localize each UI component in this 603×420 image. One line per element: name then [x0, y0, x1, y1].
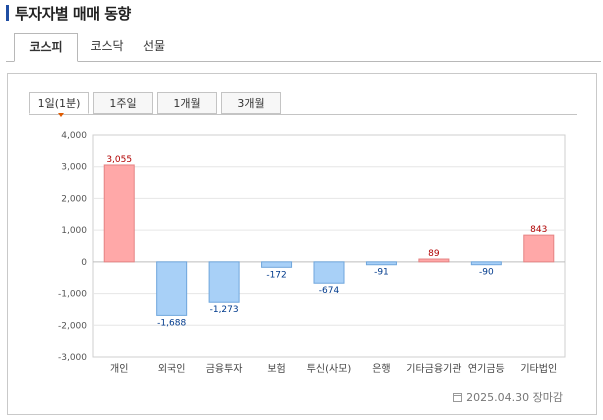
- bar-3: [261, 261, 293, 268]
- active-tab-caret-icon: [58, 113, 64, 117]
- x-tick-label-6: 기타금융기관: [406, 363, 461, 375]
- market-tabs: 코스피 코스닥 선물: [6, 33, 601, 62]
- bar-5: [365, 261, 397, 266]
- x-tick-label-1: 외국인: [158, 363, 186, 375]
- data-label-8: 843: [530, 225, 547, 235]
- tab-futures[interactable]: 선물: [142, 39, 166, 53]
- x-tick-label-7: 연기금등: [468, 363, 505, 375]
- bar-1: [156, 261, 188, 316]
- market-close-date: 2025.04.30 장마감: [466, 391, 563, 404]
- data-label-1: -1,688: [157, 318, 186, 328]
- x-tick-label-4: 투신(사모): [307, 363, 352, 375]
- x-tick-label-2: 금융투자: [206, 363, 243, 375]
- data-label-3: -172: [266, 270, 286, 280]
- period-tab-3month[interactable]: 3개월: [221, 92, 281, 114]
- page-title-bar: 투자자별 매매 동향: [6, 2, 131, 24]
- data-label-5: -91: [374, 268, 389, 278]
- y-tick-label: 3,000: [61, 163, 87, 173]
- y-tick-label: -1,000: [58, 290, 87, 300]
- y-tick-label: -3,000: [58, 353, 87, 363]
- bar-8: [523, 234, 555, 263]
- bar-7: [470, 261, 502, 266]
- data-label-2: -1,273: [210, 305, 239, 315]
- calendar-icon: [453, 392, 463, 402]
- period-tab-baseline: [29, 114, 577, 115]
- y-tick-label: 0: [81, 258, 87, 268]
- footer-status: 2025.04.30 장마감: [453, 389, 563, 405]
- plot-area: [92, 134, 566, 358]
- period-tab-1week[interactable]: 1주일: [93, 92, 153, 114]
- data-label-7: -90: [479, 268, 494, 278]
- tab-kosdaq[interactable]: 코스닥: [90, 39, 124, 53]
- x-tick-label-3: 보험: [267, 363, 285, 375]
- tab-kospi[interactable]: 코스피: [14, 33, 78, 62]
- bar-4: [313, 261, 345, 284]
- x-tick-label-8: 기타법인: [520, 363, 557, 375]
- bar-6: [418, 258, 450, 263]
- bar-2: [208, 261, 240, 303]
- y-tick-label: 2,000: [61, 194, 87, 204]
- y-tick-label: 4,000: [61, 131, 87, 141]
- data-label-6: 89: [428, 249, 440, 259]
- y-tick-label: -2,000: [58, 321, 87, 331]
- title-accent-bar: [6, 5, 9, 21]
- page-title: 투자자별 매매 동향: [15, 4, 131, 23]
- period-tab-1month[interactable]: 1개월: [157, 92, 217, 114]
- y-tick-label: 1,000: [61, 226, 87, 236]
- x-tick-label-5: 은행: [372, 363, 390, 375]
- period-tab-1day[interactable]: 1일(1분): [29, 92, 89, 114]
- bar-0: [103, 164, 135, 263]
- data-label-4: -674: [319, 286, 340, 296]
- x-tick-label-0: 개인: [110, 363, 128, 375]
- data-label-0: 3,055: [106, 155, 132, 165]
